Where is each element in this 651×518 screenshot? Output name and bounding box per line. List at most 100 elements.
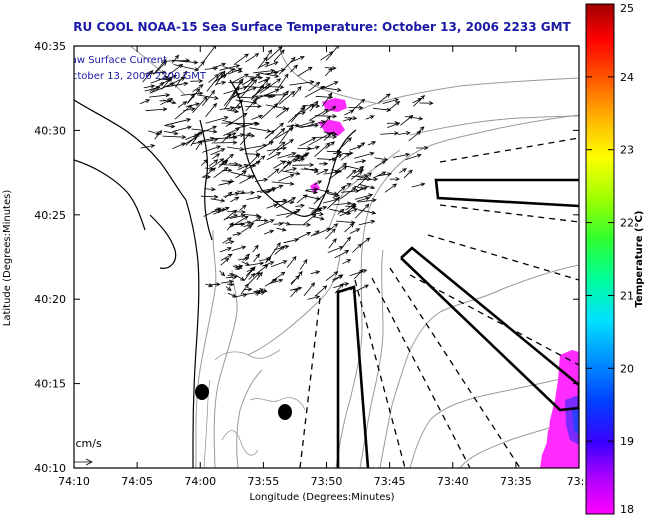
y-tick-label: 40:35 (34, 40, 66, 53)
current-vector (331, 274, 344, 283)
current-vector (314, 285, 328, 297)
current-vector (225, 240, 235, 245)
current-vector (257, 290, 266, 296)
current-vector (259, 257, 271, 262)
current-vector (221, 120, 234, 126)
current-vector (399, 168, 407, 174)
current-vector (349, 269, 368, 277)
current-vector (306, 187, 319, 192)
sector-outlines (336, 178, 579, 468)
current-vector (205, 116, 229, 124)
current-vector (365, 115, 375, 120)
current-vector (356, 172, 372, 188)
current-vector (211, 153, 221, 160)
current-vector (334, 162, 348, 173)
current-vector (327, 196, 341, 210)
current-vector (352, 98, 366, 111)
current-vector (228, 161, 239, 167)
current-vector (290, 56, 305, 63)
current-vector (167, 63, 184, 76)
current-vector (357, 142, 366, 148)
legend-line-1: Raw Surface Current (64, 55, 167, 66)
current-vector (239, 204, 247, 211)
current-vector (353, 151, 375, 159)
current-vector (232, 265, 240, 270)
current-vector (266, 46, 283, 61)
colorbar-ticks: 25 24 23 22 21 20 19 18 (586, 2, 634, 516)
current-vector (158, 77, 172, 82)
x-axis-label: Longitude (Degrees:Minutes) (249, 492, 394, 503)
current-vector (253, 68, 276, 74)
current-vector (211, 209, 223, 214)
current-vector (344, 109, 355, 116)
x-tick-label: 74:00 (184, 475, 216, 488)
current-vector (354, 203, 370, 219)
current-vector (297, 232, 312, 239)
current-vector (351, 173, 369, 179)
current-vector (200, 194, 219, 199)
current-vector (227, 67, 243, 75)
current-vector (271, 181, 295, 186)
current-vector (149, 93, 171, 98)
current-vector (260, 94, 273, 99)
current-vector (220, 257, 230, 266)
current-vector (322, 106, 337, 116)
current-vector (271, 271, 286, 282)
current-vector (249, 261, 265, 266)
current-vector (256, 186, 277, 193)
y-tick-label: 40:15 (34, 378, 66, 391)
current-vector (404, 116, 424, 121)
current-vector (182, 136, 199, 146)
current-vector (326, 223, 339, 233)
y-tick-label: 40:25 (34, 209, 66, 222)
current-vector (244, 287, 253, 292)
current-vector (296, 194, 308, 204)
current-vector (269, 278, 284, 284)
current-vector (353, 185, 365, 190)
current-vector (246, 85, 270, 90)
y-axis-label: Latitude (Degrees:Minutes) (2, 190, 13, 327)
current-vector (372, 171, 387, 179)
current-vector (243, 163, 257, 168)
map-title: RU COOL NOAA-15 Sea Surface Temperature:… (73, 20, 571, 34)
current-vector (231, 245, 247, 251)
current-vector (241, 261, 251, 266)
current-vector (320, 115, 331, 129)
current-vector (205, 102, 218, 117)
current-vector (323, 170, 340, 175)
x-tick-label: 74:10 (58, 475, 90, 488)
current-vector (408, 130, 422, 142)
current-vector (352, 243, 363, 253)
current-vector (232, 99, 244, 111)
current-vector (273, 90, 289, 109)
current-vector (153, 58, 167, 75)
current-vector (265, 70, 279, 75)
current-vector (384, 183, 398, 193)
current-vector (350, 170, 364, 180)
current-vector (312, 215, 325, 221)
current-vector (154, 129, 163, 140)
current-vector (229, 105, 242, 110)
current-vector (245, 53, 260, 63)
current-vector (144, 86, 161, 92)
current-vector (308, 108, 329, 121)
dashed-sector-lines (299, 137, 579, 468)
colorbar-tick-label: 19 (620, 435, 634, 448)
current-vector (163, 131, 179, 136)
current-vector (290, 287, 299, 298)
current-vector (226, 222, 234, 231)
current-vector (208, 73, 220, 83)
current-vector (352, 284, 370, 293)
current-vector (227, 272, 235, 278)
current-vector (295, 203, 305, 208)
current-vector (258, 61, 270, 69)
current-vector (353, 269, 364, 280)
current-vector (223, 209, 238, 221)
current-vector (268, 127, 286, 144)
current-vector (413, 94, 426, 107)
current-vector (222, 237, 232, 244)
current-vector (264, 278, 278, 287)
current-vector (264, 61, 279, 68)
current-vector (357, 209, 377, 215)
current-vector (341, 286, 355, 293)
